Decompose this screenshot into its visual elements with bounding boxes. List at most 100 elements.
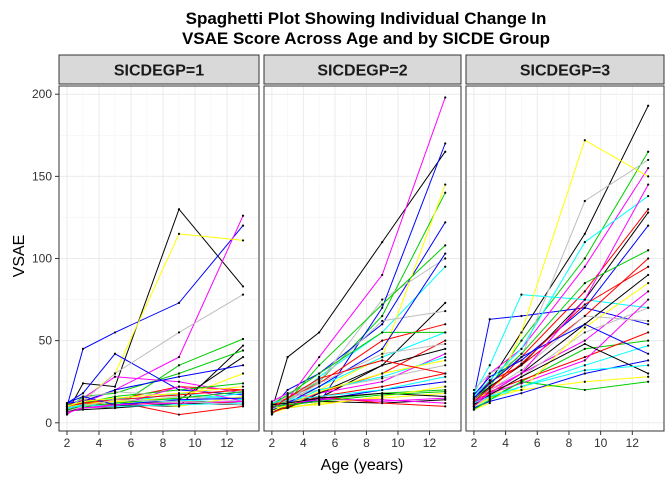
data-point bbox=[583, 240, 586, 244]
data-point bbox=[177, 397, 181, 400]
data-point bbox=[444, 142, 447, 145]
data-point bbox=[81, 405, 85, 408]
data-point bbox=[488, 378, 491, 382]
data-point bbox=[241, 214, 245, 217]
data-point bbox=[65, 403, 69, 406]
data-point bbox=[444, 375, 447, 378]
data-point bbox=[647, 323, 650, 326]
data-point bbox=[488, 390, 491, 393]
data-point bbox=[488, 318, 491, 321]
data-point bbox=[381, 273, 384, 277]
data-point bbox=[583, 372, 586, 375]
data-point bbox=[520, 385, 523, 388]
data-point bbox=[113, 331, 117, 334]
data-point bbox=[583, 139, 586, 142]
data-point bbox=[177, 372, 181, 375]
data-point bbox=[381, 298, 384, 301]
data-point bbox=[318, 355, 321, 359]
data-point bbox=[81, 347, 85, 350]
data-point bbox=[647, 372, 650, 375]
data-point bbox=[318, 331, 321, 334]
data-point bbox=[177, 232, 181, 235]
data-point bbox=[381, 388, 384, 392]
data-point bbox=[647, 339, 650, 342]
data-point bbox=[520, 362, 523, 365]
data-point bbox=[520, 372, 523, 375]
data-point bbox=[583, 347, 586, 350]
data-point bbox=[286, 392, 289, 395]
data-point bbox=[270, 411, 273, 415]
data-point bbox=[472, 406, 476, 410]
data-point bbox=[177, 413, 181, 416]
data-point bbox=[381, 401, 384, 405]
data-point bbox=[647, 265, 650, 268]
data-point bbox=[381, 339, 384, 342]
data-point bbox=[65, 413, 69, 416]
data-point bbox=[583, 342, 586, 346]
data-point bbox=[520, 293, 523, 296]
x-tick-label: 4 bbox=[300, 436, 307, 450]
data-point bbox=[241, 224, 245, 227]
data-point bbox=[381, 395, 384, 398]
data-point bbox=[381, 364, 384, 367]
data-point bbox=[381, 319, 384, 323]
data-point bbox=[241, 337, 245, 341]
panel-border bbox=[263, 85, 462, 432]
data-point bbox=[520, 359, 523, 362]
data-point bbox=[583, 339, 586, 342]
data-point bbox=[583, 298, 586, 301]
data-point bbox=[583, 323, 586, 326]
data-point bbox=[81, 397, 85, 400]
x-tick-label: 12 bbox=[220, 436, 234, 450]
data-point bbox=[583, 355, 586, 359]
data-point bbox=[381, 314, 384, 318]
data-point bbox=[381, 375, 384, 378]
data-point bbox=[472, 405, 476, 408]
data-point bbox=[318, 382, 321, 385]
data-point bbox=[583, 199, 586, 203]
data-point bbox=[647, 306, 650, 309]
data-point bbox=[444, 372, 447, 375]
x-tick-label: 8 bbox=[566, 436, 573, 450]
data-point bbox=[177, 355, 181, 359]
data-point bbox=[647, 298, 650, 301]
data-point bbox=[113, 403, 117, 406]
data-point bbox=[444, 405, 447, 408]
data-point bbox=[381, 347, 384, 350]
data-point bbox=[241, 364, 245, 367]
data-point bbox=[270, 400, 273, 403]
facet-strip-label: SICDEGP=2 bbox=[317, 63, 407, 80]
data-point bbox=[241, 392, 245, 395]
data-point bbox=[318, 385, 321, 388]
data-point bbox=[177, 393, 181, 396]
data-point bbox=[583, 314, 586, 318]
data-point bbox=[381, 306, 384, 309]
data-point bbox=[520, 347, 523, 350]
data-point bbox=[520, 378, 523, 382]
data-point bbox=[488, 397, 491, 400]
x-tick-label: 10 bbox=[188, 436, 202, 450]
data-point bbox=[286, 398, 289, 401]
data-point bbox=[583, 232, 586, 235]
data-point bbox=[444, 331, 447, 334]
data-point bbox=[647, 273, 650, 277]
data-point bbox=[488, 400, 491, 403]
data-point bbox=[444, 398, 447, 401]
data-point bbox=[318, 395, 321, 398]
data-point bbox=[177, 405, 181, 408]
data-point bbox=[113, 400, 117, 403]
data-point bbox=[81, 403, 85, 406]
data-point bbox=[381, 372, 384, 375]
data-point bbox=[647, 344, 650, 347]
facet-strip-label: SICDEGP=3 bbox=[520, 63, 610, 80]
data-point bbox=[647, 364, 650, 367]
data-point bbox=[444, 221, 447, 224]
data-point bbox=[647, 257, 650, 260]
data-point bbox=[177, 364, 181, 367]
data-point bbox=[318, 375, 321, 378]
data-point bbox=[113, 352, 117, 355]
y-tick-label: 200 bbox=[32, 87, 52, 101]
data-point bbox=[647, 331, 650, 334]
data-point bbox=[241, 395, 245, 398]
x-tick-label: 2 bbox=[471, 436, 478, 450]
